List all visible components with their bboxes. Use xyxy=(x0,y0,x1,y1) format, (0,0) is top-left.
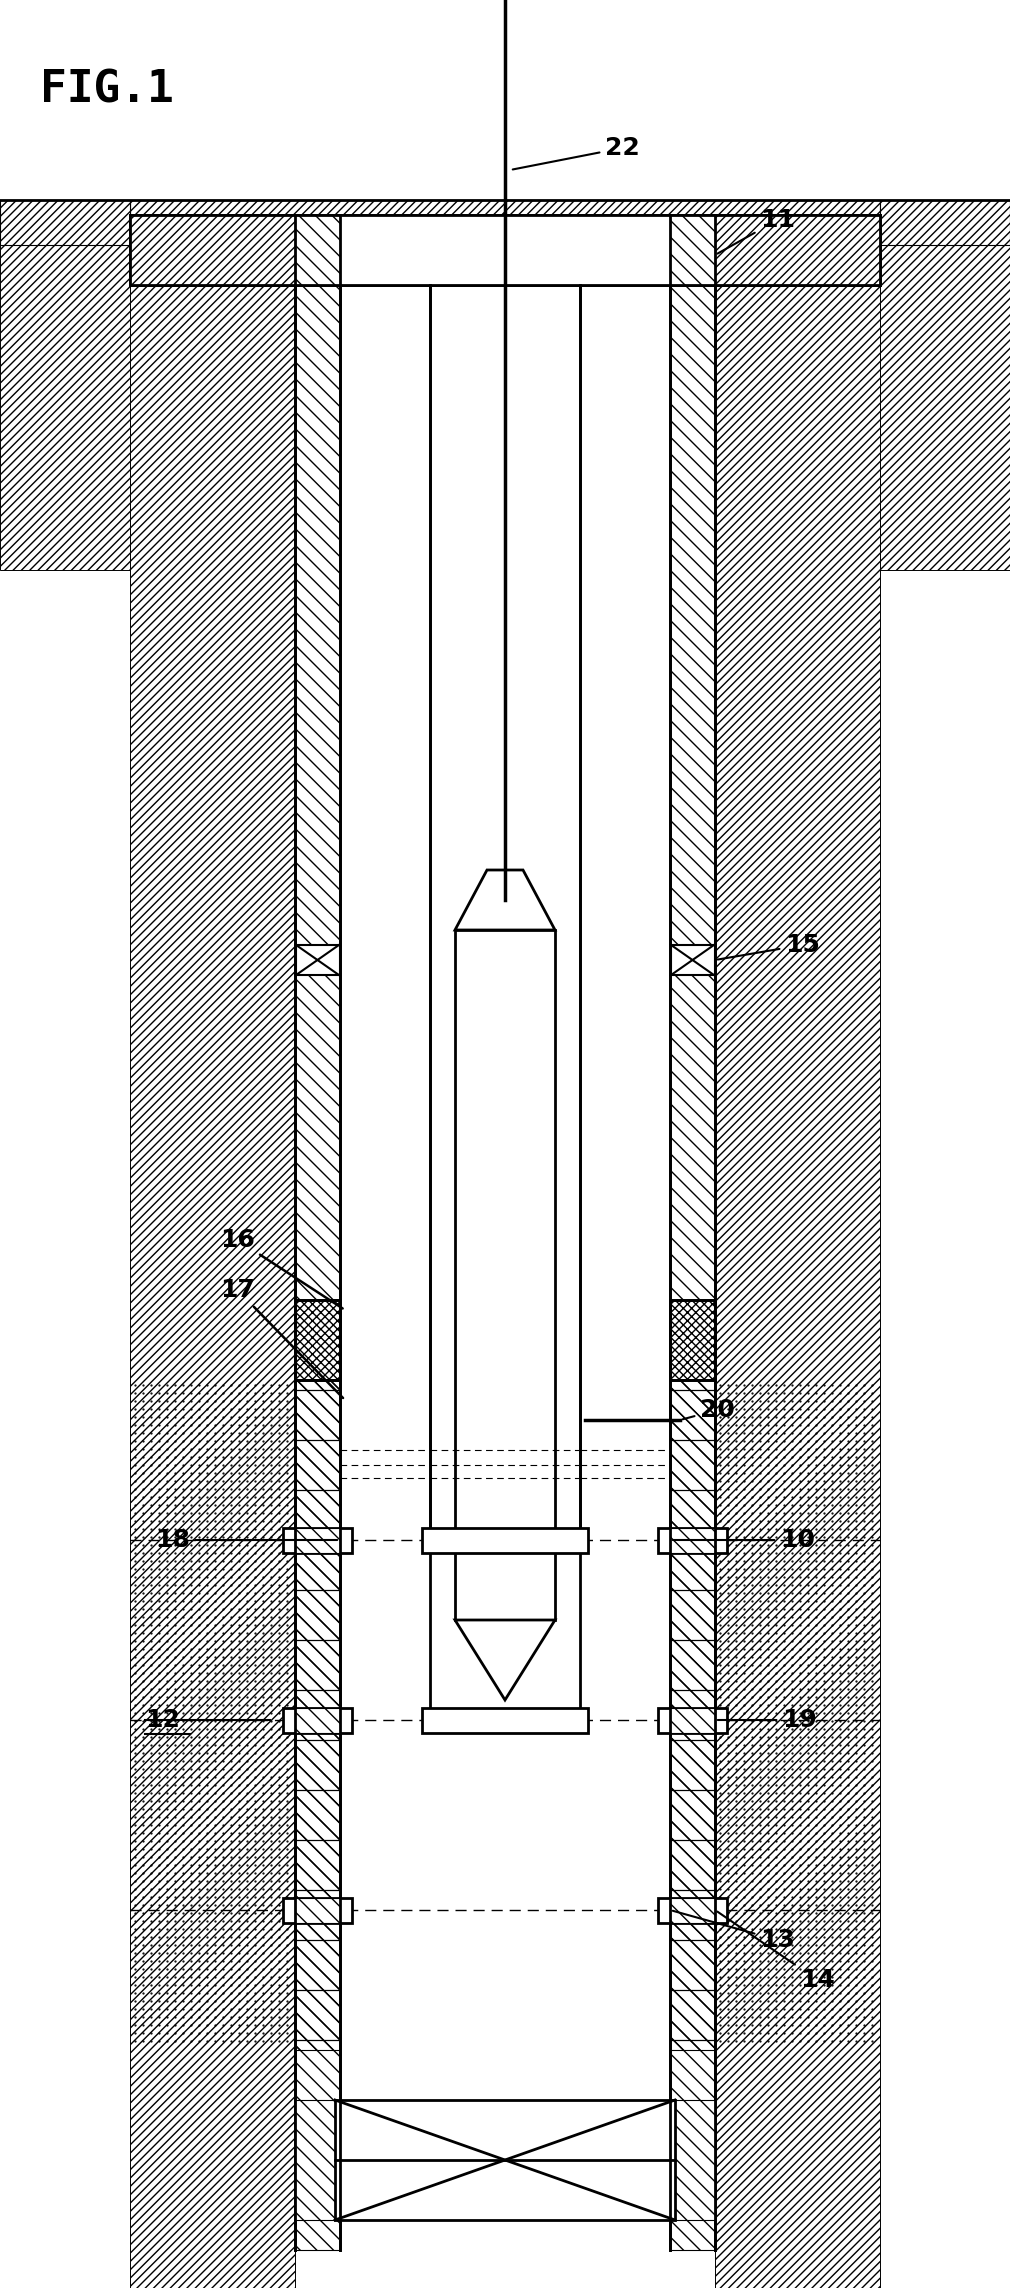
Bar xyxy=(130,199,880,245)
Bar xyxy=(295,1899,340,1922)
Bar xyxy=(295,1300,340,1380)
Bar xyxy=(715,220,880,2288)
Bar xyxy=(295,1528,340,1554)
Bar xyxy=(130,220,295,2288)
Text: 11: 11 xyxy=(717,208,795,254)
Bar xyxy=(670,1300,715,1380)
Bar xyxy=(295,220,340,2249)
Bar xyxy=(715,215,880,286)
Bar xyxy=(671,945,714,975)
Bar xyxy=(670,1709,715,1732)
Bar xyxy=(670,1300,715,1380)
Bar xyxy=(0,199,130,245)
Text: 22: 22 xyxy=(513,135,639,169)
Bar xyxy=(670,1528,715,1554)
Bar xyxy=(670,1380,715,2050)
Bar xyxy=(340,220,670,2249)
Bar xyxy=(670,1899,715,1922)
Bar xyxy=(658,1709,727,1732)
Polygon shape xyxy=(454,869,556,929)
Text: 15: 15 xyxy=(718,934,820,959)
Bar xyxy=(130,199,880,245)
Text: 18: 18 xyxy=(155,1528,337,1551)
Bar xyxy=(283,1899,352,1922)
Bar xyxy=(283,1709,352,1732)
Bar xyxy=(295,1300,340,1380)
Bar xyxy=(658,1528,727,1554)
Text: 19: 19 xyxy=(718,1709,817,1732)
Bar xyxy=(454,929,556,1620)
Bar xyxy=(880,199,1010,245)
Bar xyxy=(422,1528,588,1554)
Bar xyxy=(340,215,670,286)
Text: 14: 14 xyxy=(717,1910,835,1993)
Text: 20: 20 xyxy=(683,1398,735,1423)
Text: 17: 17 xyxy=(220,1279,343,1398)
Bar xyxy=(295,1709,340,1732)
Bar xyxy=(422,1709,588,1732)
Bar xyxy=(670,2100,715,2219)
Text: 16: 16 xyxy=(220,1229,342,1309)
Text: 10: 10 xyxy=(673,1528,815,1551)
Text: 13: 13 xyxy=(673,1910,795,1952)
Bar xyxy=(658,1899,727,1922)
Bar xyxy=(295,1380,340,2050)
Bar xyxy=(0,220,130,570)
Bar xyxy=(130,215,880,286)
Bar xyxy=(295,2100,340,2219)
Bar xyxy=(296,945,339,975)
Text: 12: 12 xyxy=(145,1709,180,1732)
Bar xyxy=(130,215,295,286)
Bar xyxy=(880,220,1010,570)
Bar xyxy=(670,215,715,286)
Text: FIG.1: FIG.1 xyxy=(40,69,174,112)
Bar xyxy=(335,2100,675,2219)
Bar xyxy=(430,286,580,1540)
Bar xyxy=(283,1528,352,1554)
Bar xyxy=(295,215,340,286)
Polygon shape xyxy=(454,1620,556,1700)
Bar xyxy=(670,220,715,2249)
